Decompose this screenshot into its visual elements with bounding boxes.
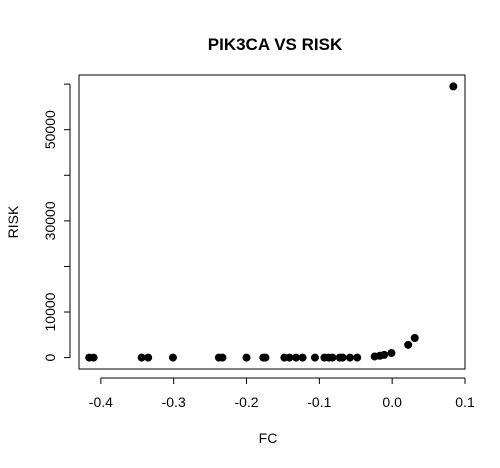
x-axis: -0.4 -0.3 -0.2 -0.1 0.0 0.1 [89, 377, 475, 410]
y-axis: 0 10000 30000 50000 [42, 83, 71, 362]
data-point [338, 353, 347, 362]
data-point [261, 353, 270, 362]
x-axis-label: FC [259, 430, 278, 446]
data-point [404, 340, 413, 349]
x-tick-label: -0.4 [89, 394, 113, 410]
data-point [449, 82, 458, 91]
x-tick-label: 0.1 [455, 394, 475, 410]
data-point [380, 350, 389, 359]
y-tick-label: 10000 [42, 292, 58, 331]
data-point [387, 349, 396, 358]
x-tick-label: -0.2 [234, 394, 258, 410]
data-point [292, 353, 301, 362]
data-point [242, 353, 251, 362]
x-tick-label: -0.1 [307, 394, 331, 410]
data-point [168, 353, 177, 362]
data-point [353, 353, 362, 362]
y-axis-label: RISK [5, 205, 21, 238]
x-tick-label: -0.3 [162, 394, 186, 410]
y-tick-label: 30000 [42, 201, 58, 240]
data-point [137, 353, 146, 362]
data-point [345, 353, 354, 362]
chart-title: PIK3CA VS RISK [208, 35, 343, 54]
data-point [410, 334, 419, 343]
x-tick-label: 0.0 [382, 394, 402, 410]
plot-frame [78, 74, 466, 370]
data-point [310, 353, 319, 362]
data-point [298, 353, 307, 362]
data-point [144, 353, 153, 362]
data-point [285, 353, 294, 362]
data-point [328, 353, 337, 362]
y-tick-label: 0 [42, 354, 58, 362]
data-points [85, 82, 458, 362]
data-point [89, 353, 98, 362]
y-tick-label: 50000 [42, 110, 58, 149]
data-point [218, 353, 227, 362]
